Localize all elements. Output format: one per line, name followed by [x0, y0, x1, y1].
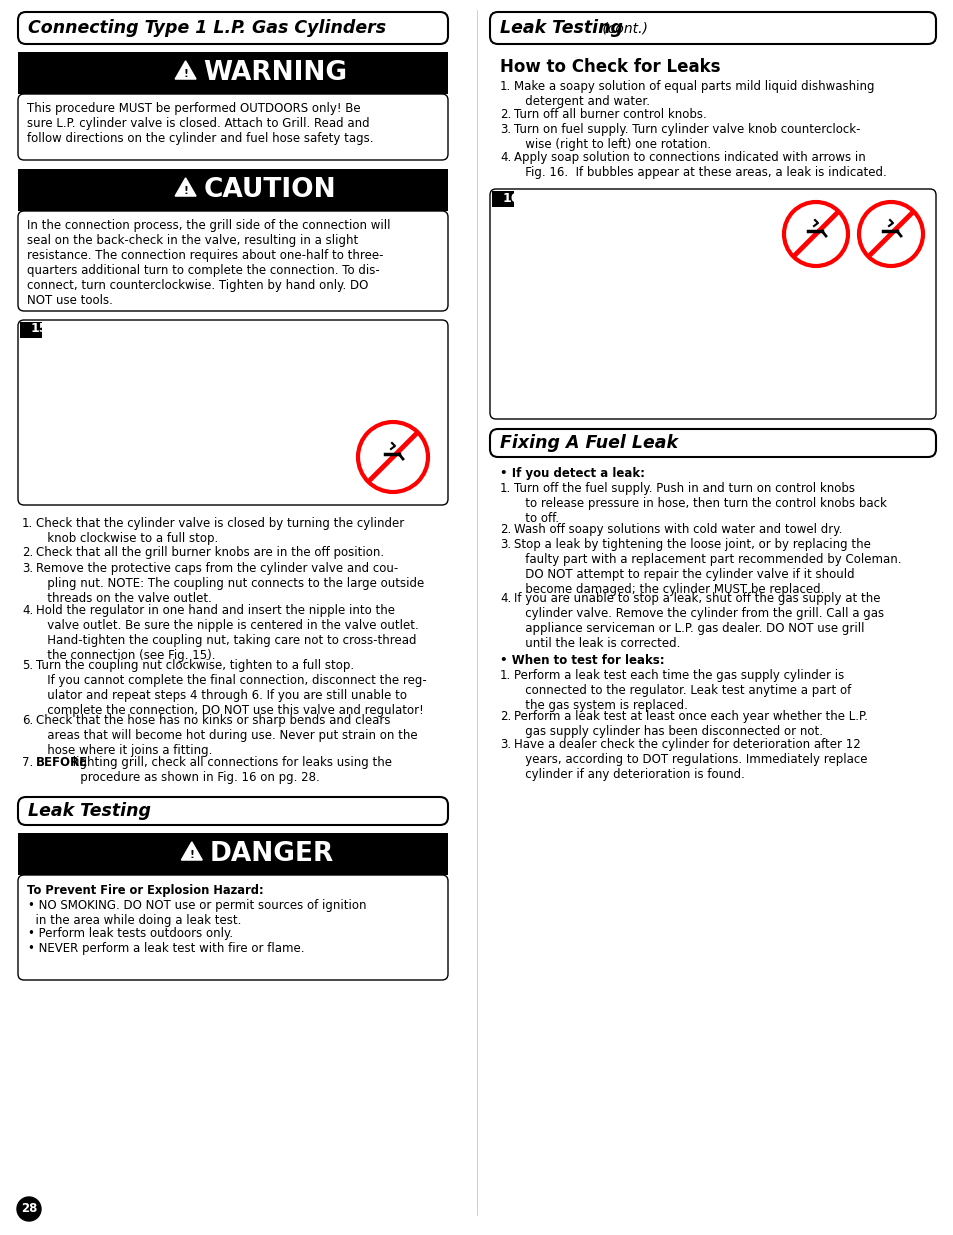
Text: • If you detect a leak:: • If you detect a leak: [499, 467, 644, 480]
FancyBboxPatch shape [18, 797, 448, 825]
Text: 2.: 2. [22, 546, 33, 559]
Text: • NO SMOKING. DO NOT use or permit sources of ignition
  in the area while doing: • NO SMOKING. DO NOT use or permit sourc… [28, 899, 366, 927]
Text: 1.: 1. [22, 517, 33, 530]
Text: Remove the protective caps from the cylinder valve and cou-
   pling nut. NOTE: : Remove the protective caps from the cyli… [36, 562, 424, 605]
Text: Check that all the grill burner knobs are in the off position.: Check that all the grill burner knobs ar… [36, 546, 384, 559]
FancyBboxPatch shape [18, 211, 448, 311]
Text: Wash off soapy solutions with cold water and towel dry.: Wash off soapy solutions with cold water… [514, 522, 841, 536]
Text: • Perform leak tests outdoors only.: • Perform leak tests outdoors only. [28, 927, 233, 940]
Text: Apply soap solution to connections indicated with arrows in
   Fig. 16.  If bubb: Apply soap solution to connections indic… [514, 151, 886, 179]
Text: Turn the coupling nut clockwise, tighten to a full stop.
   If you cannot comple: Turn the coupling nut clockwise, tighten… [36, 659, 426, 718]
Text: To Prevent Fire or Explosion Hazard:: To Prevent Fire or Explosion Hazard: [27, 884, 263, 897]
FancyBboxPatch shape [18, 320, 448, 505]
Text: Make a soapy solution of equal parts mild liquid dishwashing
   detergent and wa: Make a soapy solution of equal parts mil… [514, 80, 874, 107]
Text: 28: 28 [21, 1203, 37, 1215]
Text: 1.: 1. [499, 482, 511, 495]
Circle shape [783, 203, 847, 266]
Bar [20, 322, 42, 338]
Text: This procedure MUST be performed OUTDOORS only! Be
sure L.P. cylinder valve is c: This procedure MUST be performed OUTDOOR… [27, 103, 374, 144]
Text: 15: 15 [30, 322, 49, 336]
Text: If you are unable to stop a leak, shut off the gas supply at the
   cylinder val: If you are unable to stop a leak, shut o… [514, 592, 883, 650]
Text: lighting grill, check all connections for leaks using the
   procedure as shown : lighting grill, check all connections fo… [70, 756, 392, 784]
Polygon shape [175, 61, 196, 79]
FancyBboxPatch shape [18, 12, 448, 44]
Text: 3.: 3. [22, 562, 33, 576]
Circle shape [357, 422, 428, 492]
Text: 4.: 4. [499, 592, 511, 605]
Text: 1.: 1. [499, 669, 511, 682]
Text: Turn off the fuel supply. Push in and turn on control knobs
   to release pressu: Turn off the fuel supply. Push in and tu… [514, 482, 886, 525]
Text: Perform a leak test each time the gas supply cylinder is
   connected to the reg: Perform a leak test each time the gas su… [514, 669, 850, 713]
FancyBboxPatch shape [18, 94, 448, 161]
Circle shape [17, 1197, 41, 1221]
Text: CAUTION: CAUTION [203, 177, 335, 203]
Text: Leak Testing: Leak Testing [499, 19, 622, 37]
Text: Turn on fuel supply. Turn cylinder valve knob counterclock-
   wise (right to le: Turn on fuel supply. Turn cylinder valve… [514, 124, 860, 151]
Text: Have a dealer check the cylinder for deterioration after 12
   years, according : Have a dealer check the cylinder for det… [514, 739, 866, 781]
Text: 3.: 3. [499, 739, 511, 751]
Text: 4.: 4. [499, 151, 511, 164]
Text: 4.: 4. [22, 604, 33, 618]
Text: !: ! [183, 185, 188, 195]
Text: Perform a leak test at least once each year whether the L.P.
   gas supply cylin: Perform a leak test at least once each y… [514, 710, 867, 739]
Text: Leak Testing: Leak Testing [28, 802, 151, 820]
Text: 3.: 3. [499, 538, 511, 551]
Text: BEFORE: BEFORE [36, 756, 88, 769]
Text: Stop a leak by tightening the loose joint, or by replacing the
   faulty part wi: Stop a leak by tightening the loose join… [514, 538, 901, 597]
Text: 2.: 2. [499, 522, 511, 536]
Text: 16: 16 [502, 191, 519, 205]
Text: • NEVER perform a leak test with fire or flame.: • NEVER perform a leak test with fire or… [28, 942, 304, 955]
Text: Turn off all burner control knobs.: Turn off all burner control knobs. [514, 107, 706, 121]
Text: (cont.): (cont.) [598, 21, 648, 35]
Text: 3.: 3. [499, 124, 511, 136]
Bar [18, 52, 448, 94]
FancyBboxPatch shape [490, 429, 935, 457]
Text: 6.: 6. [22, 714, 33, 727]
Text: How to Check for Leaks: How to Check for Leaks [499, 58, 720, 77]
Text: 2.: 2. [499, 710, 511, 722]
Text: Connecting Type 1 L.P. Gas Cylinders: Connecting Type 1 L.P. Gas Cylinders [28, 19, 386, 37]
FancyBboxPatch shape [490, 189, 935, 419]
Text: 2.: 2. [499, 107, 511, 121]
Polygon shape [175, 178, 196, 196]
Text: 5.: 5. [22, 659, 33, 672]
Bar [492, 191, 514, 207]
Bar [18, 169, 448, 211]
Text: Hold the regulator in one hand and insert the nipple into the
   valve outlet. B: Hold the regulator in one hand and inser… [36, 604, 418, 662]
Text: Check that the cylinder valve is closed by turning the cylinder
   knob clockwis: Check that the cylinder valve is closed … [36, 517, 404, 545]
Text: !: ! [183, 69, 188, 79]
Text: Fixing A Fuel Leak: Fixing A Fuel Leak [499, 433, 678, 452]
Text: DANGER: DANGER [210, 841, 334, 867]
Text: !: ! [189, 850, 194, 860]
Circle shape [858, 203, 923, 266]
Text: 7.: 7. [22, 756, 33, 769]
Polygon shape [181, 842, 202, 860]
Text: • When to test for leaks:: • When to test for leaks: [499, 655, 664, 667]
Text: In the connection process, the grill side of the connection will
seal on the bac: In the connection process, the grill sid… [27, 219, 390, 308]
Text: 1.: 1. [499, 80, 511, 93]
Text: Check that the hose has no kinks or sharp bends and clears
   areas that will be: Check that the hose has no kinks or shar… [36, 714, 417, 757]
Bar [18, 832, 448, 876]
FancyBboxPatch shape [18, 876, 448, 981]
FancyBboxPatch shape [490, 12, 935, 44]
Text: WARNING: WARNING [203, 61, 347, 86]
